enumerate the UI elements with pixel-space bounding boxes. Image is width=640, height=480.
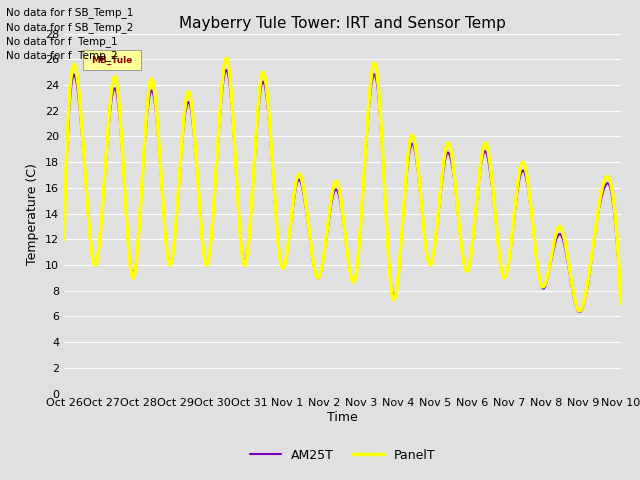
AM25T <box>393 286 401 291</box>
Line: PanelT: PanelT <box>64 59 621 311</box>
PanelT <box>326 207 333 213</box>
Text: No data for f SB_Temp_1: No data for f SB_Temp_1 <box>6 7 134 18</box>
PanelT <box>393 288 401 293</box>
PanelT <box>60 237 68 242</box>
Text: MB_Tule: MB_Tule <box>92 55 132 65</box>
X-axis label: Time: Time <box>327 411 358 424</box>
Line: AM25T: AM25T <box>64 70 621 312</box>
PanelT <box>575 308 583 314</box>
AM25T <box>518 169 525 175</box>
AM25T <box>326 213 333 218</box>
Y-axis label: Temperature (C): Temperature (C) <box>26 163 39 264</box>
AM25T <box>329 193 337 199</box>
AM25T <box>606 183 614 189</box>
PanelT <box>518 161 525 167</box>
AM25T <box>222 67 230 73</box>
Text: No data for f  Temp_1: No data for f Temp_1 <box>6 36 118 47</box>
PanelT <box>223 56 231 61</box>
Title: Mayberry Tule Tower: IRT and Sensor Temp: Mayberry Tule Tower: IRT and Sensor Temp <box>179 16 506 31</box>
AM25T <box>362 139 370 145</box>
Legend: AM25T, PanelT: AM25T, PanelT <box>244 444 440 467</box>
AM25T <box>617 282 625 288</box>
Text: No data for f SB_Temp_2: No data for f SB_Temp_2 <box>6 22 134 33</box>
Text: No data for f  Temp_2: No data for f Temp_2 <box>6 50 118 61</box>
PanelT <box>362 134 370 140</box>
PanelT <box>606 177 614 182</box>
AM25T <box>575 310 583 315</box>
PanelT <box>329 186 337 192</box>
PanelT <box>617 300 625 307</box>
AM25T <box>60 197 68 203</box>
